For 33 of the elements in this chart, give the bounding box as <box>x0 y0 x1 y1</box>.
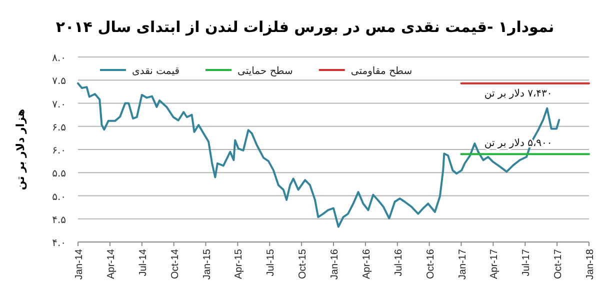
y-tick-label: ۴.۰ <box>52 238 66 249</box>
y-tick-label: ۷.۵ <box>52 76 66 88</box>
x-tick-label: Jul-14 <box>138 248 149 276</box>
y-tick-label: ۶.۵ <box>52 122 66 134</box>
y-tick-label: ۷.۰ <box>52 99 66 110</box>
y-axis-title: هزار دلار بر تن <box>14 108 27 190</box>
x-tick-label: Jul-16 <box>393 248 404 276</box>
x-tick-label: Apr-16 <box>361 248 372 280</box>
legend-label: قیمت نقدی <box>132 66 180 77</box>
x-tick-label: Jul-17 <box>521 248 532 276</box>
x-tick-label: Jan-17 <box>457 248 468 280</box>
x-tick-label: Jan-14 <box>74 248 85 280</box>
x-tick-label: Jul-15 <box>266 248 277 276</box>
y-tick-label: ۶.۰ <box>52 146 66 156</box>
x-tick-label: Apr-17 <box>489 248 500 280</box>
x-tick-label: Jan-15 <box>202 248 213 280</box>
x-tick-label: Oct-15 <box>298 248 309 280</box>
y-tick-label: ۸.۰ <box>52 53 66 64</box>
x-tick-label: Jan-16 <box>330 248 340 280</box>
x-tick-label: Oct-16 <box>425 248 436 280</box>
annotation: ۷،۴۳۰ دلار بر تن <box>484 88 552 100</box>
legend-label: سطح مقاومتی <box>350 66 412 77</box>
chart-title: نمودار۱ -قیمت نقدی مس در بورس فلزات لندن از ابتدای سال ۲۰۱۴ <box>56 18 554 36</box>
x-tick-label: Apr-15 <box>234 248 245 280</box>
x-tick-label: Oct-14 <box>170 248 181 280</box>
line-series <box>77 82 560 228</box>
y-tick-label: ۵.۵ <box>52 168 66 180</box>
y-tick-label: ۴.۵ <box>52 214 66 226</box>
x-tick-label: Oct-17 <box>553 248 564 280</box>
y-tick-label: ۵.۰ <box>52 192 66 203</box>
legend-label: سطح حمایتی <box>238 66 293 77</box>
x-tick-label: Jan-18 <box>585 248 596 280</box>
x-tick-label: Apr-14 <box>106 248 117 280</box>
